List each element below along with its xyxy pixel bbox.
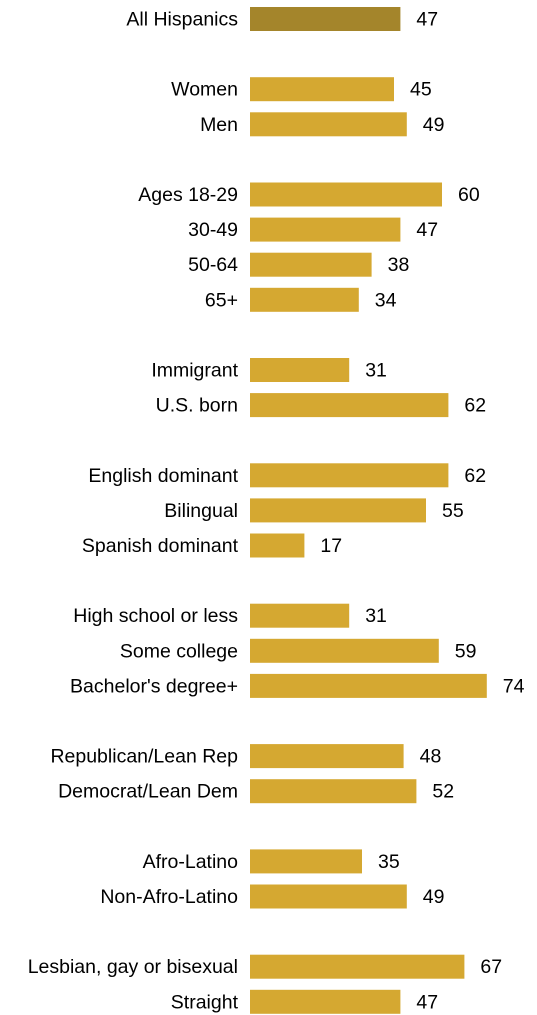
- value-label-democrat-lean-dem: 52: [432, 781, 454, 803]
- category-label-all-hispanics: All Hispanics: [126, 9, 238, 31]
- category-label-women: Women: [171, 79, 238, 101]
- bar-ages-18-29: [250, 182, 442, 207]
- category-label-straight: Straight: [171, 991, 239, 1013]
- value-label-65: 34: [375, 289, 397, 311]
- bar-democrat-lean-dem: [250, 779, 417, 804]
- category-label-high-school-or-less: High school or less: [73, 605, 238, 627]
- category-label-bachelor-s-degree: Bachelor's degree+: [70, 675, 238, 697]
- value-label-50-64: 38: [388, 254, 410, 276]
- value-label-all-hispanics: 47: [416, 9, 438, 31]
- bar-afro-latino: [250, 849, 362, 874]
- value-label-republican-lean-rep: 48: [420, 746, 442, 768]
- value-label-bilingual: 55: [442, 500, 464, 522]
- category-label-65: 65+: [205, 289, 238, 311]
- bar-straight: [250, 989, 401, 1014]
- category-label-u-s-born: U.S. born: [156, 395, 238, 417]
- bar-u-s-born: [250, 393, 449, 418]
- category-label-english-dominant: English dominant: [88, 465, 238, 487]
- bar-some-college: [250, 638, 439, 663]
- category-label-30-49: 30-49: [188, 219, 238, 241]
- value-label-30-49: 47: [416, 219, 438, 241]
- value-label-non-afro-latino: 49: [423, 886, 445, 908]
- value-label-high-school-or-less: 31: [365, 605, 387, 627]
- value-label-u-s-born: 62: [464, 395, 486, 417]
- bar-men: [250, 112, 407, 137]
- value-label-women: 45: [410, 79, 432, 101]
- value-label-immigrant: 31: [365, 360, 387, 382]
- category-label-50-64: 50-64: [188, 254, 238, 276]
- bar-65: [250, 287, 359, 312]
- bar-bachelor-s-degree: [250, 673, 487, 698]
- bar-immigrant: [250, 358, 350, 382]
- value-label-ages-18-29: 60: [458, 184, 480, 206]
- bar-english-dominant: [250, 463, 449, 488]
- category-label-immigrant: Immigrant: [151, 360, 238, 382]
- bar-50-64: [250, 252, 372, 277]
- category-label-afro-latino: Afro-Latino: [143, 851, 239, 873]
- value-label-afro-latino: 35: [378, 851, 400, 873]
- bar-all-hispanics: [250, 7, 401, 31]
- value-label-spanish-dominant: 17: [320, 535, 342, 557]
- value-label-lesbian-gay-or-bisexual: 67: [480, 956, 502, 978]
- bar-republican-lean-rep: [250, 744, 404, 769]
- bar-30-49: [250, 217, 401, 242]
- category-label-democrat-lean-dem: Democrat/Lean Dem: [58, 781, 238, 803]
- category-label-non-afro-latino: Non-Afro-Latino: [100, 886, 238, 908]
- value-label-men: 49: [423, 114, 445, 136]
- bar-bilingual: [250, 498, 426, 523]
- category-label-ages-18-29: Ages 18-29: [138, 184, 238, 206]
- value-label-some-college: 59: [455, 640, 477, 662]
- category-label-spanish-dominant: Spanish dominant: [82, 535, 239, 557]
- category-label-republican-lean-rep: Republican/Lean Rep: [50, 746, 238, 768]
- bar-lesbian-gay-or-bisexual: [250, 954, 465, 979]
- category-label-lesbian-gay-or-bisexual: Lesbian, gay or bisexual: [28, 956, 238, 978]
- value-label-straight: 47: [416, 991, 438, 1013]
- value-label-bachelor-s-degree: 74: [503, 675, 525, 697]
- category-label-some-college: Some college: [120, 640, 238, 662]
- bar-high-school-or-less: [250, 603, 350, 628]
- bar-women: [250, 77, 394, 102]
- bar-spanish-dominant: [250, 533, 305, 558]
- category-label-bilingual: Bilingual: [164, 500, 238, 522]
- category-label-men: Men: [200, 114, 238, 136]
- value-label-english-dominant: 62: [464, 465, 486, 487]
- bar-non-afro-latino: [250, 884, 407, 909]
